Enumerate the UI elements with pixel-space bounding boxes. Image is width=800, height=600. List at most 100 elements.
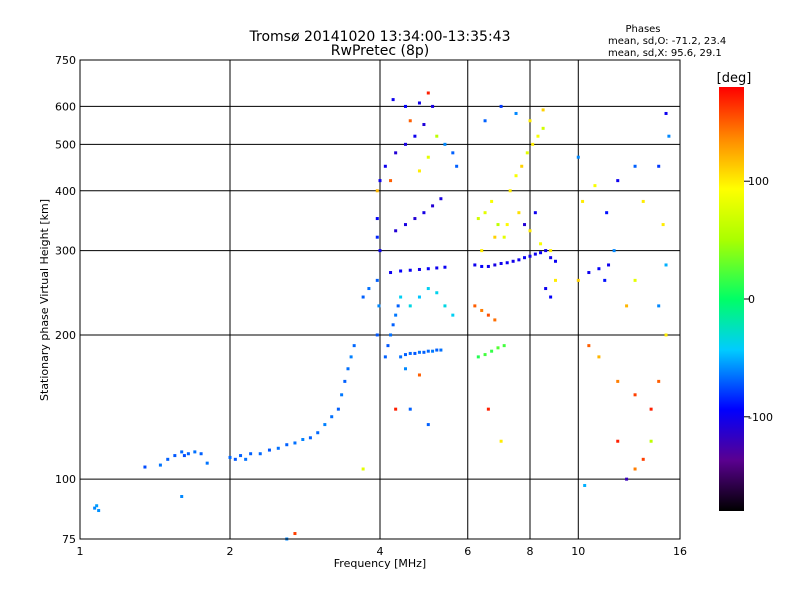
colorbar-tick-label: 0 — [748, 293, 755, 306]
phase-stats-o: mean, sd,O: -71.2, 23.4 — [608, 36, 726, 47]
y-tick-label: 75 — [62, 533, 76, 546]
data-point — [505, 261, 509, 265]
data-point — [641, 199, 645, 203]
data-point — [330, 415, 334, 419]
data-point — [352, 344, 356, 348]
data-point — [422, 123, 426, 127]
data-point — [664, 333, 668, 337]
y-axis-label: Stationary phase Virtual Height [km] — [38, 199, 51, 401]
data-point — [549, 295, 553, 299]
data-point — [389, 179, 393, 183]
colorbar-ticks: 100 0 -100 — [744, 175, 773, 424]
y-tick-label: 750 — [55, 54, 76, 67]
data-point — [480, 308, 484, 312]
data-point — [258, 452, 262, 456]
data-point — [97, 509, 101, 513]
data-point — [408, 407, 412, 411]
data-point — [483, 211, 487, 215]
data-point — [417, 101, 421, 105]
data-point — [143, 465, 147, 469]
data-point — [523, 223, 527, 227]
data-point — [95, 504, 99, 508]
data-point — [417, 267, 421, 271]
data-point — [657, 164, 661, 168]
data-point — [346, 367, 350, 371]
data-point — [394, 407, 398, 411]
data-point — [633, 278, 637, 282]
colorbar-tick-label: -100 — [748, 411, 773, 424]
data-point — [403, 223, 407, 227]
data-point — [285, 443, 289, 447]
data-point — [603, 278, 607, 282]
data-point — [443, 265, 447, 269]
data-point — [408, 304, 412, 308]
data-point — [553, 259, 557, 263]
data-point — [375, 217, 379, 221]
data-point — [403, 353, 407, 357]
data-point — [413, 217, 417, 221]
data-point — [343, 379, 347, 383]
data-point — [417, 295, 421, 299]
data-point — [657, 304, 661, 308]
x-tick-label: 8 — [527, 545, 534, 558]
data-point — [605, 211, 609, 215]
data-point — [616, 379, 620, 383]
data-point — [408, 351, 412, 355]
data-point — [499, 439, 503, 443]
data-point — [451, 313, 455, 317]
data-point — [378, 179, 382, 183]
data-point — [173, 454, 177, 458]
data-point — [293, 441, 297, 445]
data-point — [597, 355, 601, 359]
phase-stats-heading: Phases — [625, 24, 660, 35]
data-point — [633, 393, 637, 397]
data-point — [316, 431, 320, 435]
data-point — [394, 229, 398, 233]
grid — [79, 59, 681, 540]
data-point — [182, 454, 186, 458]
data-point — [612, 249, 616, 253]
data-point — [399, 269, 403, 273]
data-point — [486, 407, 490, 411]
colorbar-tick-label: 100 — [748, 175, 769, 188]
data-point — [536, 134, 540, 138]
data-point — [549, 256, 553, 260]
data-point — [383, 355, 387, 359]
data-point — [520, 164, 524, 168]
data-point — [426, 423, 430, 427]
y-tick-label: 500 — [55, 138, 76, 151]
data-point — [426, 155, 430, 159]
data-point — [649, 407, 653, 411]
data-point — [431, 204, 435, 208]
data-point — [93, 506, 97, 510]
data-point — [249, 452, 253, 456]
data-point — [523, 256, 527, 260]
data-point — [439, 197, 443, 201]
x-axis-ticks: 1 2 4 6 8 10 16 — [77, 545, 688, 558]
data-point — [511, 259, 515, 263]
data-point — [336, 407, 340, 411]
data-point — [426, 91, 430, 95]
phase-stats: Phases mean, sd,O: -71.2, 23.4 mean, sd,… — [608, 24, 726, 59]
data-point — [375, 333, 379, 337]
data-point — [607, 263, 611, 267]
data-point — [426, 349, 430, 353]
colorbar-label: [deg] — [717, 71, 752, 86]
colorbar: [deg] 100 0 -100 — [717, 71, 773, 511]
data-point — [597, 267, 601, 271]
data-point — [541, 126, 545, 130]
data-point — [361, 295, 365, 299]
data-point — [473, 304, 477, 308]
data-point — [508, 189, 512, 193]
data-point — [499, 261, 503, 265]
data-point — [340, 393, 344, 397]
data-point — [525, 151, 529, 155]
data-point — [490, 349, 494, 353]
data-point — [616, 439, 620, 443]
data-point — [576, 155, 580, 159]
data-point — [443, 304, 447, 308]
data-point — [439, 348, 443, 352]
data-point — [426, 267, 430, 271]
x-tick-label: 1 — [77, 545, 84, 558]
